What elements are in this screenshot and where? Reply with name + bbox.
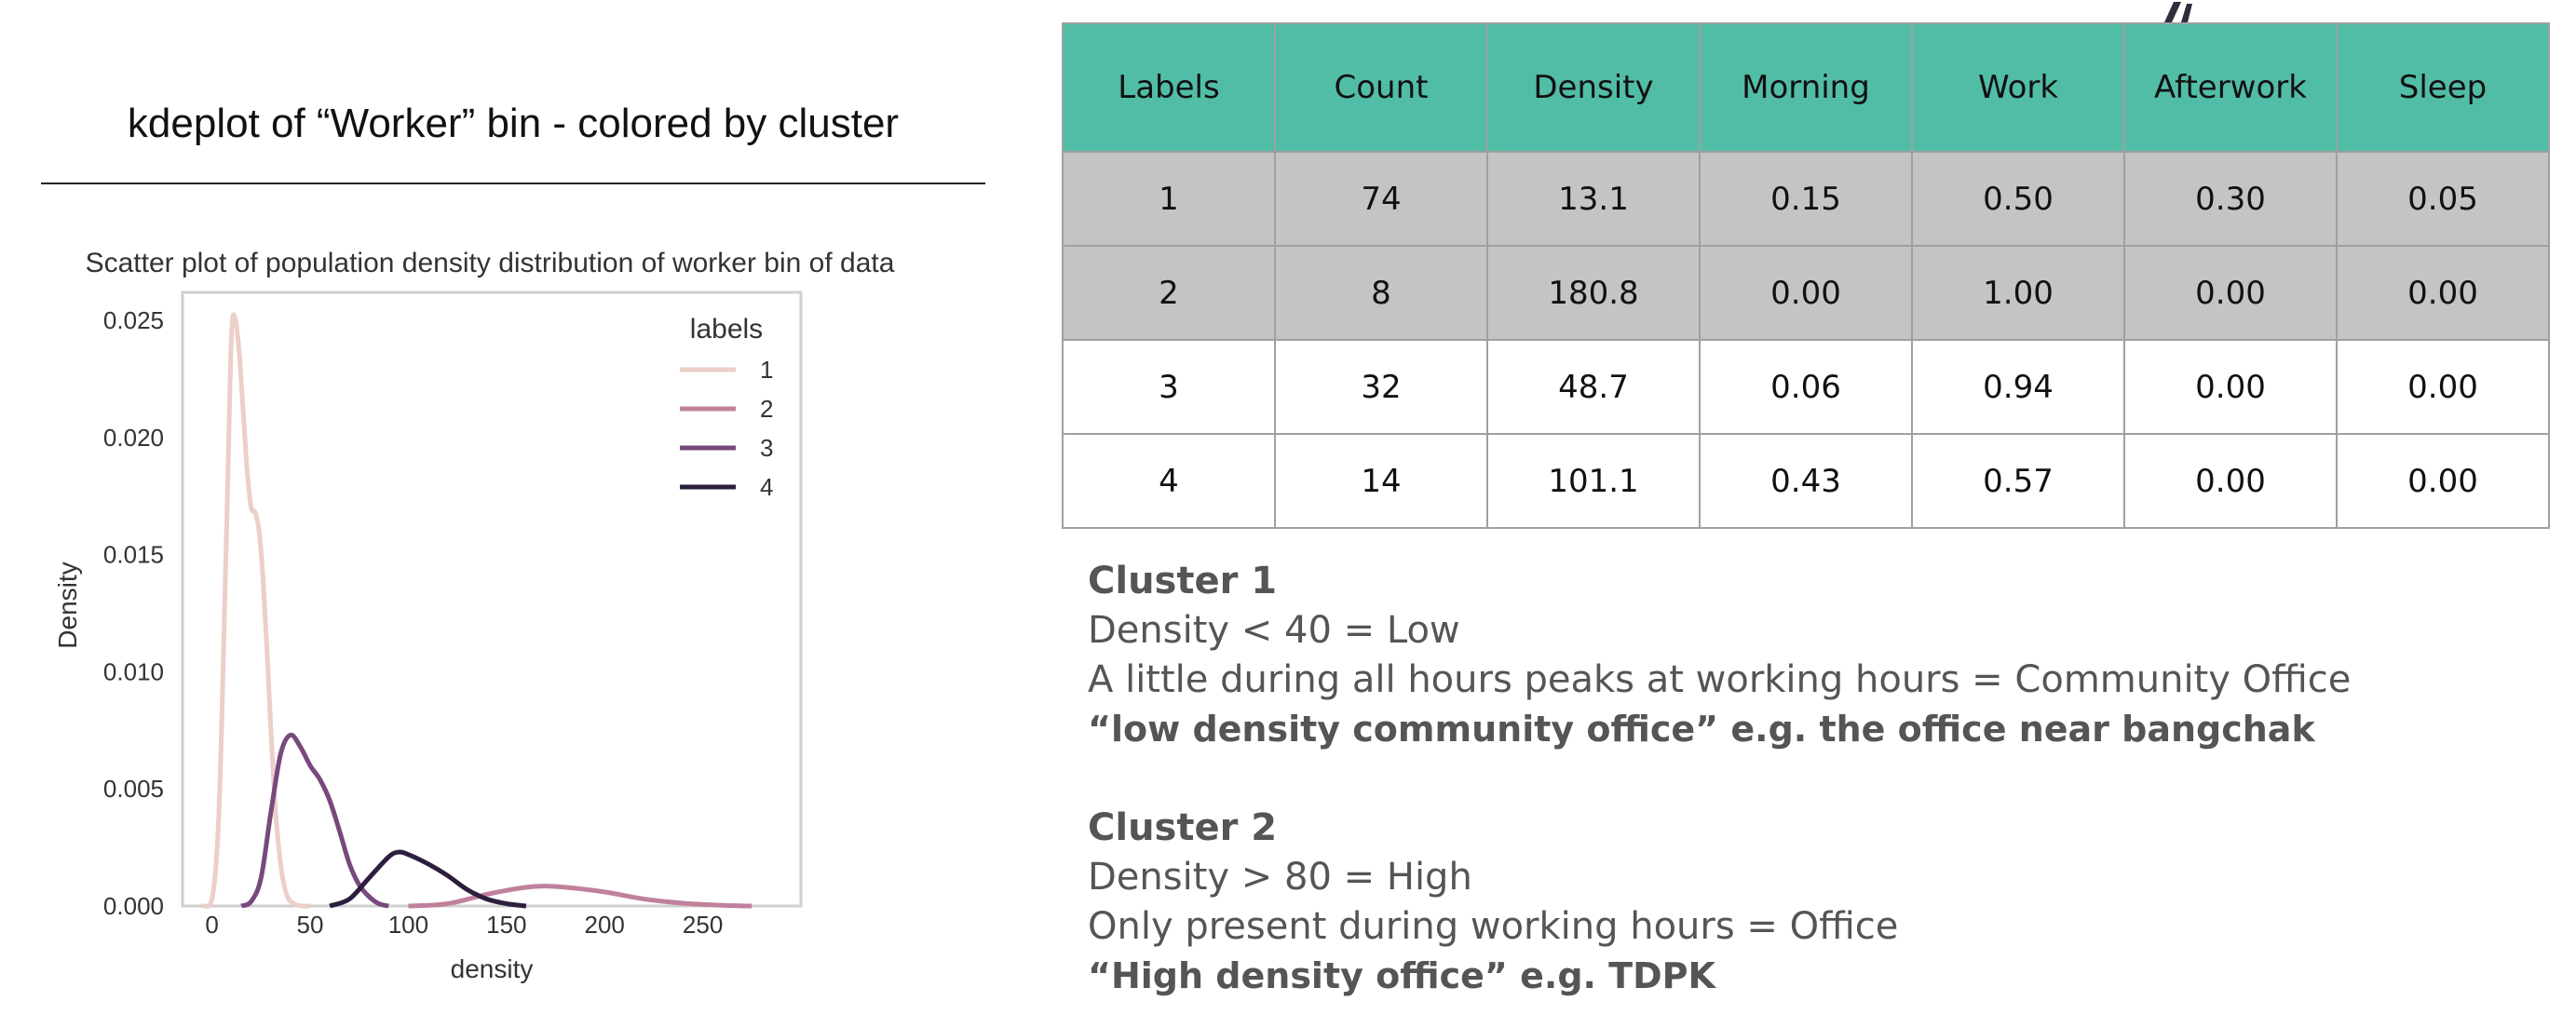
cell-afterwork: 0.30 [2123, 151, 2338, 247]
x-tick-label: 50 [297, 911, 324, 939]
cluster-1-note: Cluster 1 Density < 40 = Low A little du… [1088, 557, 2541, 754]
cell-work: 1.00 [1911, 245, 2125, 341]
header-count: Count [1274, 22, 1488, 153]
legend-items: 1 2 3 4 [680, 356, 773, 501]
legend-label: 1 [760, 356, 773, 384]
cluster-1-heading: Cluster 1 [1088, 560, 1278, 602]
y-tick-label: 0.015 [103, 541, 164, 569]
cell-density: 180.8 [1486, 245, 1701, 341]
cell-morning: 0.15 [1699, 151, 1913, 247]
y-tick-label: 0.020 [103, 424, 164, 452]
x-axis-label: density [451, 954, 534, 983]
cell-work: 0.94 [1911, 339, 2125, 435]
cell-labels: 4 [1062, 433, 1276, 529]
series-line-4 [329, 849, 527, 909]
cluster-1-pattern: A little during all hours peaks at worki… [1088, 658, 2352, 701]
cell-count: 14 [1274, 433, 1488, 529]
plot-frame [181, 291, 803, 908]
x-tick-label: 150 [486, 911, 526, 939]
header-work: Work [1911, 22, 2125, 153]
cell-count: 32 [1274, 339, 1488, 435]
cell-morning: 0.43 [1699, 433, 1913, 529]
person-figure-icon [2164, 2, 2192, 22]
y-tick-label: 0.025 [103, 306, 164, 334]
cluster-1-density: Density < 40 = Low [1088, 609, 1460, 652]
x-tick-label: 200 [585, 911, 625, 939]
cluster-2-density: Density > 80 = High [1088, 856, 1472, 899]
cell-work: 0.50 [1911, 151, 2125, 247]
table-row: 2 8 180.8 0.00 1.00 0.00 0.00 [1062, 245, 2550, 341]
y-tick-labels: 0.000 0.005 0.010 0.015 0.020 0.025 [103, 306, 164, 920]
table-row: 1 74 13.1 0.15 0.50 0.30 0.05 [1062, 151, 2550, 247]
chart-title: Scatter plot of population density distr… [86, 248, 895, 278]
legend-label: 4 [760, 473, 773, 501]
x-tick-label: 100 [388, 911, 428, 939]
cell-density: 101.1 [1486, 433, 1701, 529]
x-tick-labels: 0 50 100 150 200 250 [205, 911, 723, 939]
header-density: Density [1486, 22, 1701, 153]
kde-chart: Scatter plot of population density distr… [53, 248, 895, 983]
table-row: 3 32 48.7 0.06 0.94 0.00 0.00 [1062, 339, 2550, 435]
cluster-2-note: Cluster 2 Density > 80 = High Only prese… [1088, 804, 2541, 1001]
cluster-1-tagline: “low density community office” e.g. the … [1088, 709, 2315, 750]
cell-density: 13.1 [1486, 151, 1701, 247]
slide-title: kdeplot of “Worker” bin - colored by clu… [127, 101, 900, 146]
series-line-3 [240, 732, 389, 909]
cluster-2-tagline: “High density office” e.g. TDPK [1088, 955, 1715, 996]
y-tick-label: 0.010 [103, 657, 164, 685]
cell-count: 74 [1274, 151, 1488, 247]
legend-label: 2 [760, 395, 773, 423]
x-tick-label: 250 [683, 911, 723, 939]
cell-density: 48.7 [1486, 339, 1701, 435]
header-afterwork: Afterwork [2123, 22, 2338, 153]
cell-sleep: 0.00 [2336, 433, 2550, 529]
x-tick-label: 0 [205, 911, 218, 939]
series-line-2 [408, 884, 752, 909]
cluster-2-pattern: Only present during working hours = Offi… [1088, 905, 1899, 948]
header-labels: Labels [1062, 22, 1276, 153]
series-line-1 [200, 312, 311, 909]
cluster-2-heading: Cluster 2 [1088, 806, 1278, 849]
series-lines [200, 312, 752, 909]
cell-afterwork: 0.00 [2123, 245, 2338, 341]
cell-labels: 3 [1062, 339, 1276, 435]
y-tick-label: 0.005 [103, 775, 164, 803]
cell-labels: 2 [1062, 245, 1276, 341]
cell-sleep: 0.00 [2336, 339, 2550, 435]
cell-count: 8 [1274, 245, 1488, 341]
cell-morning: 0.00 [1699, 245, 1913, 341]
header-morning: Morning [1699, 22, 1913, 153]
table-header-row: Labels Count Density Morning Work Afterw… [1062, 22, 2550, 153]
title-divider [41, 183, 985, 184]
legend: labels 1 2 3 4 [680, 314, 773, 501]
cell-morning: 0.06 [1699, 339, 1913, 435]
legend-title: labels [690, 314, 763, 345]
cell-afterwork: 0.00 [2123, 339, 2338, 435]
cluster-notes: Cluster 1 Density < 40 = Low A little du… [1088, 557, 2541, 1001]
cluster-summary-table: Labels Count Density Morning Work Afterw… [1062, 22, 2550, 529]
table-row: 4 14 101.1 0.43 0.57 0.00 0.00 [1062, 433, 2550, 529]
cell-sleep: 0.05 [2336, 151, 2550, 247]
y-tick-label: 0.000 [103, 892, 164, 920]
cell-work: 0.57 [1911, 433, 2125, 529]
cell-sleep: 0.00 [2336, 245, 2550, 341]
cell-labels: 1 [1062, 151, 1276, 247]
legend-label: 3 [760, 434, 773, 462]
y-axis-label: Density [53, 561, 82, 648]
cell-afterwork: 0.00 [2123, 433, 2338, 529]
header-sleep: Sleep [2336, 22, 2550, 153]
